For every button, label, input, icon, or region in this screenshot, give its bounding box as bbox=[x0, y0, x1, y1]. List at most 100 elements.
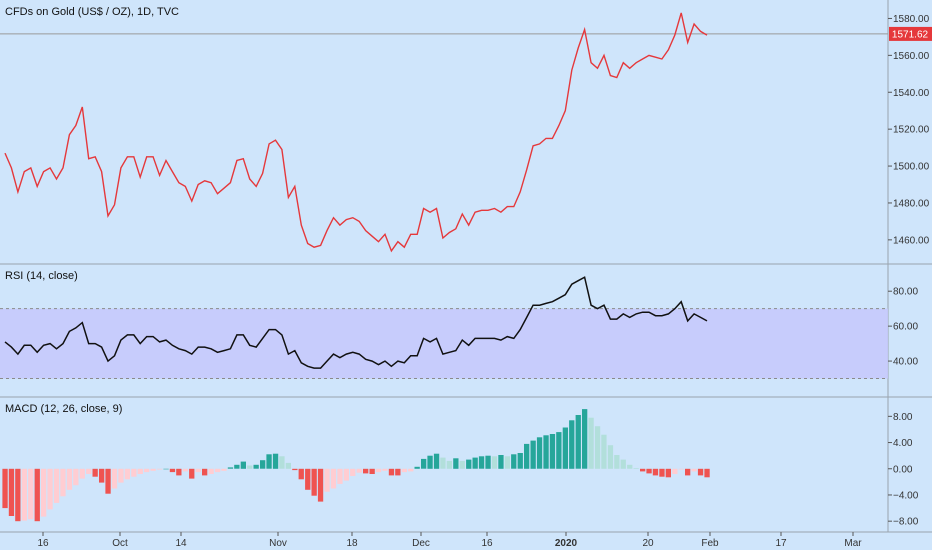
macd-bar bbox=[369, 468, 375, 474]
macd-bar bbox=[607, 445, 614, 469]
time-tick-label: Oct bbox=[112, 538, 128, 549]
price-tick-label: 1520.00 bbox=[893, 125, 930, 136]
macd-bar bbox=[485, 455, 491, 469]
macd-bar bbox=[92, 468, 98, 477]
macd-bar bbox=[202, 468, 208, 476]
macd-bar bbox=[672, 468, 678, 474]
price-axis-ticks: 1460.00 1480.00 1500.00 1520.00 1540.00 1560.… bbox=[888, 14, 930, 246]
macd-bar bbox=[34, 468, 40, 522]
macd-bar bbox=[99, 468, 105, 483]
macd-bar bbox=[601, 434, 607, 469]
macd-bar bbox=[317, 468, 324, 502]
macd-bar bbox=[118, 468, 124, 483]
macd-bar bbox=[536, 437, 543, 469]
price-tick-label: 1500.00 bbox=[893, 162, 930, 173]
macd-bar bbox=[337, 468, 343, 484]
macd-bar bbox=[665, 468, 671, 478]
last-price-label: 1571.62 bbox=[892, 29, 929, 40]
macd-bar bbox=[73, 468, 79, 486]
time-tick-label: Feb bbox=[701, 538, 719, 549]
macd-bar bbox=[382, 468, 388, 471]
macd-axis-ticks: −8.00 −4.00 0.00 4.00 8.00 bbox=[888, 412, 919, 528]
time-tick-label: Dec bbox=[412, 538, 430, 549]
macd-bar bbox=[247, 465, 253, 469]
macd-bar bbox=[189, 468, 195, 479]
macd-bar bbox=[414, 466, 420, 469]
macd-tick-label: 8.00 bbox=[893, 412, 913, 423]
rsi-axis-ticks: 40.00 60.00 80.00 bbox=[888, 287, 918, 368]
macd-bar bbox=[401, 468, 407, 473]
macd-tick-label: 0.00 bbox=[893, 464, 913, 475]
macd-bar bbox=[350, 468, 356, 476]
macd-bar bbox=[582, 409, 588, 469]
macd-bar bbox=[524, 443, 530, 469]
time-tick-label: Nov bbox=[269, 538, 287, 549]
price-tick-label: 1560.00 bbox=[893, 51, 930, 62]
macd-bar bbox=[66, 468, 73, 490]
rsi-tick-label: 80.00 bbox=[893, 287, 918, 298]
macd-bar bbox=[504, 456, 510, 469]
macd-bar bbox=[697, 468, 704, 476]
macd-bar bbox=[588, 417, 594, 469]
macd-bar bbox=[678, 468, 684, 470]
macd-bar bbox=[498, 455, 504, 469]
macd-bar bbox=[446, 460, 452, 469]
time-tick-label: 18 bbox=[346, 538, 358, 549]
time-tick-label: Mar bbox=[844, 538, 862, 549]
macd-bar bbox=[163, 468, 169, 470]
macd-bar bbox=[575, 415, 581, 469]
time-tick-label: 16 bbox=[37, 538, 49, 549]
rsi-title[interactable]: RSI (14, close) bbox=[5, 270, 78, 282]
symbol-title[interactable]: CFDs on Gold (US$ / OZ), 1D, TVC bbox=[5, 6, 179, 18]
macd-title[interactable]: MACD (12, 26, close, 9) bbox=[5, 403, 122, 415]
macd-bar bbox=[131, 468, 137, 477]
macd-bar bbox=[594, 426, 601, 469]
macd-bar bbox=[324, 468, 330, 492]
macd-bar bbox=[343, 468, 349, 481]
macd-bar bbox=[691, 468, 697, 472]
price-series-line bbox=[4, 12, 708, 253]
macd-bar bbox=[491, 456, 498, 469]
macd-bar bbox=[240, 461, 246, 469]
macd-bar bbox=[79, 468, 85, 479]
macd-bar bbox=[150, 468, 156, 471]
macd-bar bbox=[15, 468, 21, 522]
macd-bar bbox=[195, 468, 201, 473]
macd-bar bbox=[298, 468, 304, 480]
price-tick-label: 1540.00 bbox=[893, 88, 930, 99]
macd-bar bbox=[253, 464, 259, 469]
macd-bar bbox=[421, 458, 427, 469]
macd-bar bbox=[105, 468, 111, 494]
macd-bar bbox=[530, 440, 536, 469]
macd-bar bbox=[8, 468, 15, 516]
macd-bar bbox=[86, 468, 92, 474]
rsi-tick-label: 60.00 bbox=[893, 322, 918, 333]
macd-bar bbox=[60, 468, 66, 497]
macd-bar bbox=[614, 455, 620, 469]
macd-bar bbox=[388, 468, 395, 476]
price-tick-label: 1480.00 bbox=[893, 198, 930, 209]
macd-histogram bbox=[2, 409, 710, 522]
macd-bar bbox=[214, 468, 221, 473]
macd-bar bbox=[472, 457, 478, 469]
macd-bar bbox=[659, 468, 665, 477]
macd-bar bbox=[646, 468, 652, 474]
macd-bar bbox=[620, 459, 626, 469]
macd-tick-label: −8.00 bbox=[893, 517, 919, 528]
macd-bar bbox=[266, 454, 272, 469]
macd-bar bbox=[433, 453, 440, 469]
macd-bar bbox=[569, 420, 575, 469]
macd-tick-label: −4.00 bbox=[893, 490, 919, 501]
last-price-label-bg bbox=[889, 26, 932, 41]
macd-bar bbox=[305, 468, 311, 490]
macd-bar bbox=[330, 468, 337, 489]
macd-bar bbox=[549, 434, 556, 469]
macd-bar bbox=[640, 468, 646, 472]
macd-bar bbox=[137, 468, 143, 474]
macd-bar bbox=[459, 460, 465, 469]
macd-bar bbox=[292, 468, 298, 471]
rsi-series-line bbox=[4, 276, 708, 369]
macd-bar bbox=[234, 464, 240, 469]
